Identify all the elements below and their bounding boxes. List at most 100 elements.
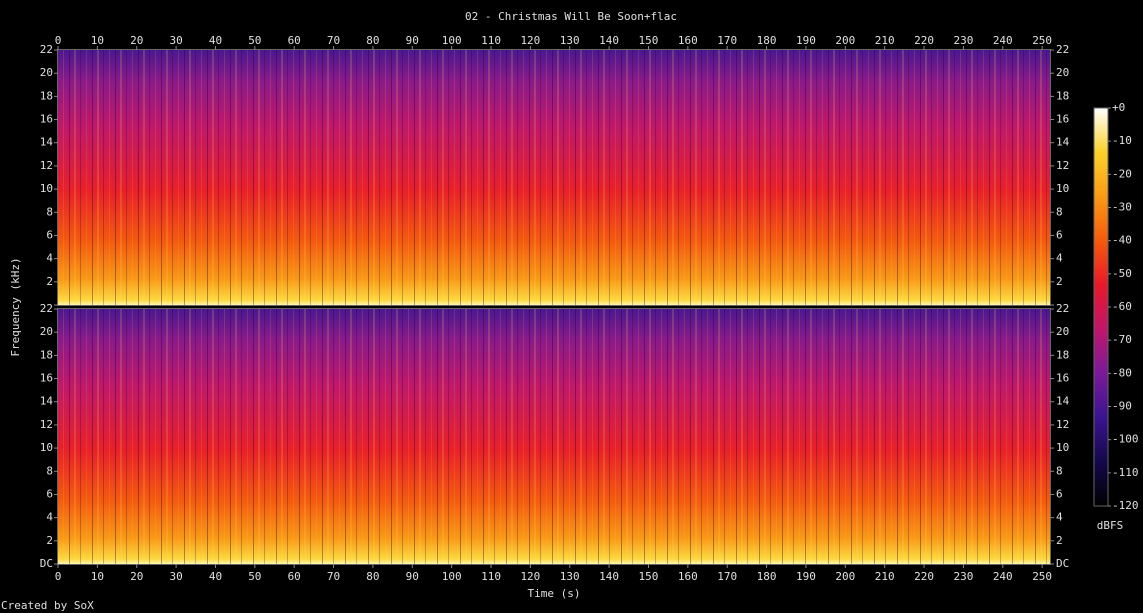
y-tick-label-right: 8	[1056, 205, 1063, 218]
y-tick-label: 10	[40, 182, 53, 195]
plot-border	[57, 308, 1051, 565]
colorbar-tick-label: -110	[1112, 466, 1139, 479]
colorbar-tick-label: -30	[1112, 201, 1132, 214]
x-tick-label-bottom: 0	[55, 570, 62, 583]
x-tick-label-bottom: 90	[406, 570, 419, 583]
x-tick-label-bottom: 210	[875, 570, 895, 583]
x-tick-label-bottom: 250	[1032, 570, 1052, 583]
y-tick-label: DC	[40, 557, 53, 570]
x-tick-label-top: 100	[442, 34, 462, 47]
colorbar-tick-label: -100	[1112, 433, 1139, 446]
y-tick-label: 14	[40, 395, 54, 408]
y-tick-label-right: 4	[1056, 511, 1063, 524]
x-tick-label-bottom: 200	[835, 570, 855, 583]
y-tick-label: 16	[40, 372, 53, 385]
y-tick-label-right: 2	[1056, 534, 1063, 547]
colorbar-tick-label: -90	[1112, 400, 1132, 413]
x-tick-label-bottom: 230	[953, 570, 973, 583]
y-tick-label: 6	[46, 487, 53, 500]
x-tick-label-top: 90	[406, 34, 419, 47]
y-tick-label-right: 10	[1056, 441, 1069, 454]
colorbar-tick-label: +0	[1112, 101, 1125, 114]
y-tick-label: 4	[46, 252, 53, 265]
x-tick-label-top: 180	[757, 34, 777, 47]
x-tick-label-top: 190	[796, 34, 816, 47]
x-tick-label-top: 20	[130, 34, 143, 47]
x-tick-label-bottom: 30	[169, 570, 182, 583]
spectrogram-texture	[58, 309, 1050, 564]
x-axis-label: Time (s)	[528, 587, 581, 600]
y-tick-label-right: 18	[1056, 348, 1069, 361]
y-tick-label-right: 10	[1056, 182, 1069, 195]
x-tick-label-top: 220	[914, 34, 934, 47]
y-tick-label-right: 2	[1056, 275, 1063, 288]
colorbar-tick-label: -80	[1112, 366, 1132, 379]
colorbar-tick-label: -40	[1112, 234, 1132, 247]
x-tick-label-bottom: 10	[91, 570, 104, 583]
x-tick-label-bottom: 140	[599, 570, 619, 583]
colorbar-tick-label: -20	[1112, 167, 1132, 180]
y-tick-label: 14	[40, 136, 54, 149]
y-tick-label: 18	[40, 348, 53, 361]
y-tick-label-right: 20	[1056, 325, 1069, 338]
y-tick-label: 6	[46, 228, 53, 241]
x-tick-label-top: 30	[169, 34, 182, 47]
y-tick-label-right: 12	[1056, 159, 1069, 172]
colorbar-tick-label: -10	[1112, 134, 1132, 147]
x-tick-label-bottom: 220	[914, 570, 934, 583]
y-tick-label: 20	[40, 66, 53, 79]
y-tick-label: 16	[40, 113, 53, 126]
y-tick-label-right: 20	[1056, 66, 1069, 79]
y-tick-label: 8	[46, 464, 53, 477]
y-tick-label-right: 14	[1056, 136, 1070, 149]
plot-border	[57, 49, 1051, 306]
x-tick-label-top: 80	[366, 34, 379, 47]
y-tick-label-right: 14	[1056, 395, 1070, 408]
credit: Created by SoX	[1, 599, 94, 612]
y-tick-label: 18	[40, 89, 53, 102]
x-tick-label-top: 70	[327, 34, 340, 47]
x-tick-label-bottom: 180	[757, 570, 777, 583]
colorbar-label: dBFS	[1097, 519, 1124, 532]
x-tick-label-top: 200	[835, 34, 855, 47]
y-tick-label-right: 16	[1056, 113, 1069, 126]
x-tick-label-top: 0	[55, 34, 62, 47]
y-tick-label: 12	[40, 159, 53, 172]
x-tick-label-bottom: 100	[442, 570, 462, 583]
x-tick-label-bottom: 120	[520, 570, 540, 583]
x-tick-label-bottom: 170	[717, 570, 737, 583]
x-tick-label-top: 120	[520, 34, 540, 47]
y-axis-label: Frequency (kHz)	[9, 257, 22, 356]
x-tick-label-bottom: 110	[481, 570, 501, 583]
y-tick-label: 4	[46, 511, 53, 524]
y-tick-label-right: DC	[1056, 557, 1069, 570]
colorbar-tick-label: -60	[1112, 300, 1132, 313]
x-tick-label-bottom: 240	[993, 570, 1013, 583]
x-tick-label-bottom: 70	[327, 570, 340, 583]
colorbar	[1093, 107, 1109, 507]
x-tick-label-bottom: 50	[248, 570, 261, 583]
x-tick-label-top: 50	[248, 34, 261, 47]
y-tick-label-right: 6	[1056, 487, 1063, 500]
colorbar-tick-label: -50	[1112, 267, 1132, 280]
y-tick-label-right: 8	[1056, 464, 1063, 477]
y-tick-label-right: 6	[1056, 228, 1063, 241]
x-tick-label-bottom: 160	[678, 570, 698, 583]
x-tick-label-bottom: 190	[796, 570, 816, 583]
x-tick-label-top: 240	[993, 34, 1013, 47]
x-tick-label-top: 10	[91, 34, 104, 47]
y-tick-label: 22	[40, 302, 53, 315]
x-tick-label-bottom: 40	[209, 570, 222, 583]
x-tick-label-top: 60	[288, 34, 301, 47]
x-tick-label-top: 150	[639, 34, 659, 47]
colorbar-tick-label: -70	[1112, 333, 1132, 346]
x-tick-label-top: 130	[560, 34, 580, 47]
x-tick-label-top: 230	[953, 34, 973, 47]
x-tick-label-bottom: 20	[130, 570, 143, 583]
y-tick-label: 22	[40, 43, 53, 56]
chart-title: 02 - Christmas Will Be Soon+flac	[465, 10, 677, 23]
spectrogram-texture	[58, 50, 1050, 305]
x-tick-label-bottom: 150	[639, 570, 659, 583]
y-tick-label-right: 12	[1056, 418, 1069, 431]
